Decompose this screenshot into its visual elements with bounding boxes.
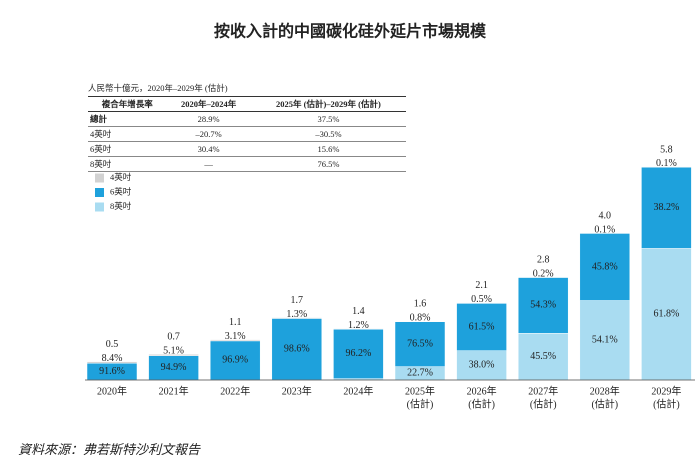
segment-label: 54.3% xyxy=(530,300,556,311)
segment-label: 61.5% xyxy=(469,321,495,332)
x-tick-label: 2028年 xyxy=(590,384,620,397)
table-cell: 8英吋 xyxy=(88,156,167,172)
table-row: 總計 28.9% 37.5% xyxy=(88,111,406,127)
segment-label: 94.9% xyxy=(161,362,187,373)
table-cell: 6英吋 xyxy=(88,141,167,157)
table-cell: — xyxy=(166,156,251,172)
total-label: 0.5 xyxy=(106,339,119,350)
table-cell: –20.7% xyxy=(166,126,251,142)
segment-label: 0.1% xyxy=(656,158,677,169)
x-tick-label: (估計) xyxy=(653,397,680,410)
legend-swatch xyxy=(95,173,104,183)
x-tick-label: 2022年 xyxy=(220,384,250,397)
table-cell: 15.6% xyxy=(250,141,406,157)
total-label: 2.8 xyxy=(537,255,550,266)
segment-label: 5.1% xyxy=(163,346,184,357)
x-tick-label: 2029年 xyxy=(651,384,681,397)
bar-segment xyxy=(641,248,692,381)
legend-label: 6英吋 xyxy=(110,186,132,196)
table: 複合年增長率 2020年–2024年 2025年 (估計)–2029年 (估計) 總計… xyxy=(88,96,406,172)
table-cell: 37.5% xyxy=(250,111,406,127)
segment-label: 0.1% xyxy=(594,224,615,235)
bar-segment xyxy=(579,300,631,381)
table-row: 6英吋 30.4% 15.6% xyxy=(88,141,406,157)
segment-label: 0.2% xyxy=(533,269,554,280)
segment-label: 22.7% xyxy=(407,368,433,379)
table-header: 2020年–2024年 xyxy=(166,96,251,112)
table-row: 4英吋 –20.7% –30.5% xyxy=(88,126,406,142)
x-tick-label: (估計) xyxy=(591,397,618,410)
x-tick-label: (估計) xyxy=(530,397,557,410)
segment-label: 96.2% xyxy=(345,348,371,359)
table-cell: 28.9% xyxy=(166,111,251,127)
table-row: 8英吋 —76.5% xyxy=(88,156,406,172)
bar-segment xyxy=(271,317,323,319)
x-tick-label: 2026年 xyxy=(467,384,497,397)
bar-segment xyxy=(148,355,199,381)
x-tick-label: 2023年 xyxy=(282,384,312,397)
cagr-table: 人民幣十億元，2020年–2029年 (估計) 複合年增長率 2020年–2024… xyxy=(88,82,406,172)
legend-label: 4英吋 xyxy=(110,172,132,182)
total-label: 1.4 xyxy=(352,306,365,317)
x-tick-label: 2021年 xyxy=(159,384,189,397)
total-label: 1.1 xyxy=(229,317,242,328)
segment-label: 8.4% xyxy=(102,353,123,364)
table-header: 複合年增長率 xyxy=(88,96,167,112)
chart-title: 按收入計的中國碳化硅外延片市場規模 xyxy=(214,22,487,41)
total-label: 5.8 xyxy=(660,144,673,155)
segment-label: 0.5% xyxy=(471,294,492,305)
legend-swatch xyxy=(95,188,104,197)
total-label: 0.7 xyxy=(167,332,180,343)
segment-label: 96.9% xyxy=(222,355,248,366)
segment-label: 54.1% xyxy=(592,335,618,346)
bar-segment xyxy=(209,340,261,381)
legend-label: 8英吋 xyxy=(110,201,132,211)
table-cell: –30.5% xyxy=(250,126,406,142)
x-tick-label: 2027年 xyxy=(528,384,558,397)
table-caption: 人民幣十億元，2020年–2029年 (估計) xyxy=(88,83,228,93)
table-cell: 76.5% xyxy=(250,156,406,172)
bar-segment xyxy=(517,332,569,381)
legend-swatch xyxy=(95,202,104,212)
table-cell: 4英吋 xyxy=(88,126,167,142)
table-header: 2025年 (估計)–2029年 (估計) xyxy=(250,96,406,112)
source: 資料來源：弗若斯特沙利文報告 xyxy=(18,442,201,457)
segment-label: 45.5% xyxy=(530,351,556,362)
table-cell: 總計 xyxy=(88,111,167,127)
segment-label: 76.5% xyxy=(407,339,433,350)
segment-label: 98.6% xyxy=(284,343,310,354)
bar-segment xyxy=(641,166,692,249)
bar-segment xyxy=(579,233,631,301)
bar-segment xyxy=(394,321,446,367)
total-label: 4.0 xyxy=(599,210,612,221)
segment-label: 45.8% xyxy=(592,261,618,272)
segment-label: 38.2% xyxy=(653,202,679,213)
table-cell: 30.4% xyxy=(166,141,251,157)
bar-segment xyxy=(209,339,261,342)
segment-label: 1.3% xyxy=(286,309,307,320)
x-tick-label: (估計) xyxy=(468,397,495,410)
bar-segment xyxy=(456,303,507,351)
x-tick-label: 2024年 xyxy=(343,384,373,397)
segment-label: 1.2% xyxy=(348,320,369,331)
segment-label: 61.8% xyxy=(653,309,679,320)
bar-segment xyxy=(86,361,138,364)
total-label: 1.6 xyxy=(414,299,427,310)
x-tick-label: (估計) xyxy=(407,397,434,410)
bar-segment xyxy=(333,328,384,330)
total-label: 2.1 xyxy=(475,280,488,291)
total-label: 1.7 xyxy=(291,295,304,306)
bar-segment xyxy=(148,354,199,356)
segment-label: 91.6% xyxy=(99,366,125,377)
x-tick-label: 2025年 xyxy=(405,384,435,397)
segment-label: 38.0% xyxy=(469,360,495,371)
x-tick-label: 2020年 xyxy=(97,384,127,397)
segment-label: 3.1% xyxy=(225,331,246,342)
segment-label: 0.8% xyxy=(410,313,431,324)
